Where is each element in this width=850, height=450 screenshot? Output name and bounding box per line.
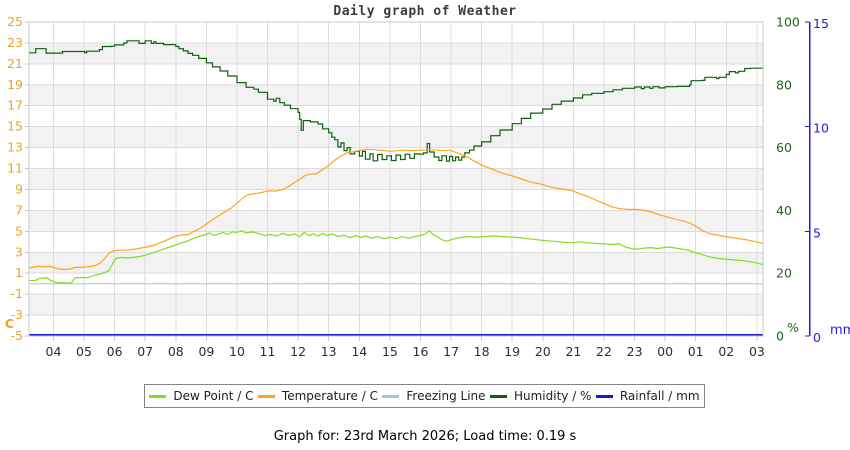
humidity-axis-label: 100 — [776, 15, 800, 30]
x-axis-label: 21 — [565, 344, 581, 359]
legend-swatch-freezing — [382, 394, 400, 398]
left-axis-label: 7 — [15, 202, 23, 217]
humidity-axis-unit: % — [787, 320, 799, 335]
humidity-axis-label: 20 — [776, 266, 792, 281]
x-axis-label: 16 — [413, 344, 429, 359]
left-axis-label: 17 — [7, 98, 23, 113]
left-axis-label: 19 — [7, 77, 23, 92]
plot-band — [29, 210, 763, 232]
humidity-axis-label: 80 — [776, 77, 792, 92]
legend-label-temperature: Temperature / C — [281, 389, 378, 403]
x-axis-label: 17 — [443, 344, 459, 359]
x-axis-label: 13 — [321, 344, 337, 359]
left-axis-label: -3 — [11, 307, 23, 322]
temperature-series-line — [28, 148, 764, 271]
humidity-axis-label: 0 — [776, 329, 784, 344]
left-axis-label: 25 — [7, 14, 23, 29]
plot-band — [29, 105, 763, 127]
chart-caption: Graph for: 23rd March 2026; Load time: 0… — [273, 429, 577, 444]
x-axis-label: 01 — [688, 344, 704, 359]
plot-band — [29, 315, 763, 336]
plot-band — [29, 42, 763, 64]
x-axis-label: 09 — [198, 344, 214, 359]
x-axis-label: 02 — [718, 344, 734, 359]
rain-axis-label: 0 — [813, 330, 821, 345]
left-axis-label: -1 — [11, 286, 23, 301]
plot-band — [29, 189, 763, 211]
humidity-axis-label: 60 — [776, 140, 792, 155]
x-axis-label: 06 — [107, 344, 123, 359]
rain-axis-label: 5 — [813, 225, 821, 240]
left-axis-label: 13 — [7, 140, 23, 155]
x-axis-label: 20 — [535, 344, 551, 359]
legend-swatch-dew — [149, 394, 167, 398]
left-axis-label: 23 — [7, 35, 23, 50]
legend-item-temperature: Temperature / C — [257, 389, 378, 403]
legend-item-humidity: Humidity / % — [489, 389, 592, 403]
plot-band — [29, 22, 763, 43]
rain-axis-label: 15 — [813, 16, 829, 31]
x-axis-label: 03 — [749, 344, 765, 359]
plot-band — [29, 84, 763, 106]
legend-item-freezing: Freezing Line — [382, 389, 486, 403]
left-axis-label: 15 — [7, 119, 23, 134]
plot-band — [29, 231, 763, 253]
x-axis-label: 08 — [168, 344, 184, 359]
left-axis-label: 5 — [15, 223, 23, 238]
x-axis-label: 10 — [229, 344, 245, 359]
left-axis-label: 3 — [15, 244, 23, 259]
humidity-series-line — [29, 40, 764, 162]
x-axis-label: 11 — [260, 344, 276, 359]
x-axis-label: 07 — [137, 344, 153, 359]
x-axis-label: 15 — [382, 344, 398, 359]
legend-label-dew: Dew Point / C — [173, 389, 254, 403]
chart-title: Daily graph of Weather — [333, 4, 517, 19]
x-axis-label: 18 — [474, 344, 490, 359]
x-axis-label: 05 — [76, 344, 92, 359]
dew-series-line — [29, 229, 764, 284]
chart-legend: Dew Point / C Temperature / C Freezing Lin… — [144, 384, 705, 408]
plot-band — [29, 252, 763, 274]
humidity-axis-label: 40 — [776, 203, 792, 218]
plot-border — [28, 21, 764, 337]
legend-label-humidity: Humidity / % — [513, 389, 592, 403]
x-axis-label: 14 — [351, 344, 367, 359]
x-axis-label: 12 — [290, 344, 306, 359]
x-axis-label: 00 — [657, 344, 673, 359]
legend-label-rainfall: Rainfall / mm — [619, 389, 700, 403]
legend-item-dew: Dew Point / C — [149, 389, 254, 403]
legend-item-rainfall: Rainfall / mm — [595, 389, 700, 403]
plot-band — [29, 294, 763, 315]
plot-band — [29, 168, 763, 190]
legend-label-freezing: Freezing Line — [406, 389, 486, 403]
left-axis-label: 11 — [7, 161, 23, 176]
left-axis-label: 1 — [15, 265, 23, 280]
plot-band — [29, 63, 763, 85]
legend-swatch-rainfall — [595, 394, 613, 398]
left-axis-label: -5 — [11, 328, 23, 343]
x-axis-label: 23 — [627, 344, 643, 359]
x-axis-label: 22 — [596, 344, 612, 359]
legend-swatch-temperature — [257, 394, 275, 398]
rain-axis-label: 10 — [813, 121, 829, 136]
left-axis-label: 21 — [7, 56, 23, 71]
plot-band — [29, 126, 763, 148]
x-axis-label: 04 — [46, 344, 62, 359]
left-axis-label: 9 — [15, 182, 23, 197]
x-axis-label: 19 — [504, 344, 520, 359]
left-axis-unit: C — [5, 316, 14, 331]
rain-axis-unit: mm — [830, 323, 850, 338]
legend-swatch-humidity — [489, 394, 507, 398]
